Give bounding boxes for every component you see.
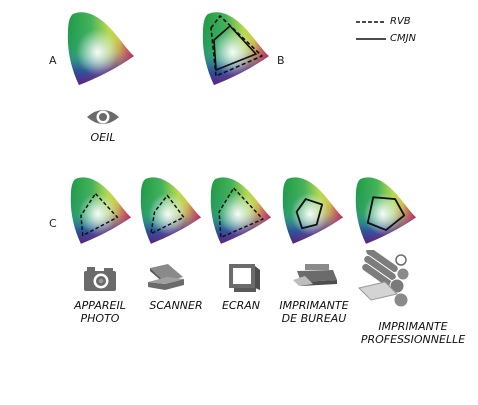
caption-monitor: ECRAN <box>206 299 276 312</box>
caption-desktop-printer-line-1: IMPRIMANTE <box>279 299 349 312</box>
eye-icon <box>87 110 119 124</box>
caption-scanner: SCANNER <box>138 299 214 312</box>
gamut-c-camera <box>70 177 132 244</box>
caption-press-line-2: PROFESSIONNELLE <box>360 333 466 346</box>
caption-scanner-line-1: SCANNER <box>149 299 203 312</box>
monitor-icon <box>229 264 260 292</box>
gamut-c-press <box>355 177 417 244</box>
gamut-c-desktop-printer <box>282 177 344 244</box>
gamut-b <box>202 12 269 85</box>
caption-monitor-line-1: ECRAN <box>221 299 261 312</box>
row-label-b: B <box>277 54 285 67</box>
legend-cmjn-label: CMJN <box>390 33 417 44</box>
legend-rvb-label: RVB <box>390 16 411 27</box>
camera-icon <box>84 267 116 291</box>
gamut-a <box>67 12 134 85</box>
caption-desktop-printer: IMPRIMANTE DE BUREAU <box>272 299 356 325</box>
row-label-a: A <box>49 54 57 67</box>
gamut-c-scanner <box>140 177 202 244</box>
caption-desktop-printer-line-2: DE BUREAU <box>281 312 347 325</box>
caption-camera: APPAREIL PHOTO <box>62 299 138 325</box>
eye-caption: OEIL <box>90 131 116 144</box>
scanner-icon <box>148 264 184 290</box>
caption-camera-line-1: APPAREIL <box>74 299 126 312</box>
caption-press-line-1: IMPRIMANTE <box>378 320 448 333</box>
press-icon <box>358 250 410 308</box>
desktop-printer-icon <box>293 264 337 286</box>
caption-press: IMPRIMANTE PROFESSIONNELLE <box>354 320 472 346</box>
gamut-c-monitor <box>210 177 272 244</box>
row-label-c: C <box>49 217 57 230</box>
caption-camera-line-2: PHOTO <box>80 312 120 325</box>
